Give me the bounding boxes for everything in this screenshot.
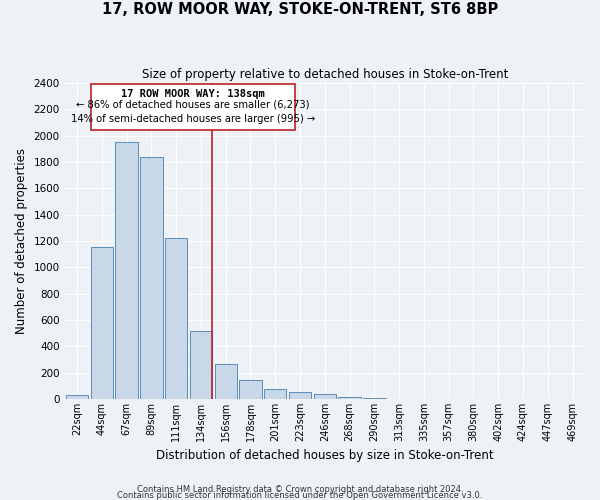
Bar xyxy=(363,398,386,399)
Text: Contains public sector information licensed under the Open Government Licence v3: Contains public sector information licen… xyxy=(118,492,482,500)
Bar xyxy=(289,392,311,399)
Bar xyxy=(140,157,163,399)
Bar xyxy=(91,247,113,399)
Bar xyxy=(239,380,262,399)
Text: 14% of semi-detached houses are larger (995) →: 14% of semi-detached houses are larger (… xyxy=(71,114,315,124)
Title: Size of property relative to detached houses in Stoke-on-Trent: Size of property relative to detached ho… xyxy=(142,68,508,80)
Y-axis label: Number of detached properties: Number of detached properties xyxy=(15,148,28,334)
FancyBboxPatch shape xyxy=(91,84,295,130)
Text: 17 ROW MOOR WAY: 138sqm: 17 ROW MOOR WAY: 138sqm xyxy=(121,88,265,99)
Text: 17, ROW MOOR WAY, STOKE-ON-TRENT, ST6 8BP: 17, ROW MOOR WAY, STOKE-ON-TRENT, ST6 8B… xyxy=(102,2,498,18)
Text: Contains HM Land Registry data © Crown copyright and database right 2024.: Contains HM Land Registry data © Crown c… xyxy=(137,484,463,494)
Bar xyxy=(115,142,138,399)
Bar xyxy=(165,238,187,399)
X-axis label: Distribution of detached houses by size in Stoke-on-Trent: Distribution of detached houses by size … xyxy=(156,450,494,462)
Text: ← 86% of detached houses are smaller (6,273): ← 86% of detached houses are smaller (6,… xyxy=(76,100,310,110)
Bar xyxy=(190,330,212,399)
Bar xyxy=(264,388,286,399)
Bar xyxy=(338,397,361,399)
Bar xyxy=(314,394,336,399)
Bar xyxy=(215,364,237,399)
Bar xyxy=(66,395,88,399)
